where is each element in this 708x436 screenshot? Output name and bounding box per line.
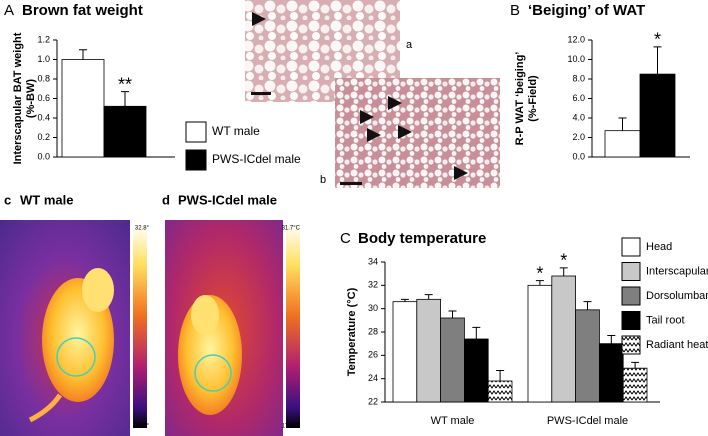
y-tick-label: 22 [368,396,378,406]
error-bar [559,267,568,276]
error-bar [400,298,409,302]
bar [103,105,147,158]
y-tick-label: 34 [368,256,378,266]
y-axis-label: (%-Field) [527,75,539,122]
annotation: * [536,263,543,283]
panel-letter: C [340,230,351,247]
bar [440,317,465,403]
panel-letter: B [510,2,520,19]
y-tick-label: 0.8 [37,73,50,83]
panel-letter: d [162,192,170,207]
y-tick-label: 32 [368,280,378,290]
scale-max: 31.7°C [282,226,301,232]
bar [639,73,676,158]
error-bar [583,301,592,310]
panel-letter: A [4,2,14,19]
y-tick-label: 28 [368,326,378,336]
chart-title: Body temperature [358,230,486,247]
legend-swatch [621,262,641,281]
y-tick-label: 10.0 [567,54,585,64]
legend-swatch [621,311,641,330]
legend-label: WT male [212,124,260,138]
y-tick-label: 0.0 [572,151,585,161]
legend-label: Interscapular [646,265,708,277]
error-bar [535,280,544,286]
legend-label: Tail root [646,314,685,326]
y-tick-label: 1.0 [37,54,50,64]
bar [487,380,513,403]
bar [599,343,624,403]
thermal-image-d [165,220,300,436]
x-tick-label: WT male [431,415,475,427]
bar [604,130,641,158]
y-tick-label: 1.2 [37,34,50,44]
y-tick-label: 30 [368,303,378,313]
error-bar [79,49,87,60]
error-bar [121,91,129,107]
y-tick-label: 0.2 [37,132,50,142]
bar [575,309,600,403]
y-tick-label: 6.0 [572,93,585,103]
error-bar [472,326,481,339]
bar [463,338,489,403]
y-tick-label: 12.0 [567,34,585,44]
legend-label: Radiant heat [646,339,708,351]
annotation: ** [118,74,132,94]
thermal-title: WT male [20,192,73,207]
thermal-image-c [0,220,147,436]
bar [61,59,105,158]
y-tick-label: 26 [368,350,378,360]
bar [527,284,553,403]
legend-label: PWS-ICdel male [212,152,301,166]
scale-min: 18.7° [135,424,150,430]
thermal-title: PWS-ICdel male [178,192,277,207]
y-tick-label: 0.0 [37,151,50,161]
y-axis-label: R-P WAT ‘beiging’ [514,52,526,146]
panel-letter: c [4,192,11,207]
error-bar [496,370,505,381]
y-tick-label: 0.4 [37,112,50,122]
y-tick-label: 4.0 [572,112,585,122]
error-bar [607,335,616,344]
y-axis-label: (%-BW) [25,79,37,118]
legend-swatch [621,286,641,306]
error-bar [424,294,433,300]
y-tick-label: 2.0 [572,132,585,142]
error-bar [618,117,627,131]
micrograph-label: b [320,174,326,186]
error-bar [448,310,457,318]
bar [622,367,648,403]
y-axis-label: Interscapular BAT weight [12,32,24,164]
scale-min: 17.9°C [282,424,301,430]
legend-swatch [621,237,641,257]
legend-swatch [185,149,207,171]
y-tick-label: 24 [368,373,378,383]
legend-label: Head [646,241,672,253]
y-axis-label: Temperature (°C) [346,287,358,376]
micrograph-b [335,78,500,188]
chart-title: ‘Beiging’ of WAT [528,2,645,19]
bar [551,275,576,403]
annotation: * [560,251,567,271]
bar [392,301,418,403]
error-bar [631,361,640,369]
x-tick-label: PWS-ICdel male [547,415,628,427]
scale-max: 32.8° [135,226,150,232]
y-tick-label: 8.0 [572,73,585,83]
annotation: * [654,30,661,50]
micrograph-label: a [406,39,413,51]
legend-swatch [185,121,207,143]
legend-label: Dorsolumbar [646,290,708,302]
chart-title: Brown fat weight [22,2,143,19]
legend-swatch [621,335,641,355]
y-tick-label: 0.6 [37,93,50,103]
error-bar [653,46,662,75]
bar [416,298,441,403]
